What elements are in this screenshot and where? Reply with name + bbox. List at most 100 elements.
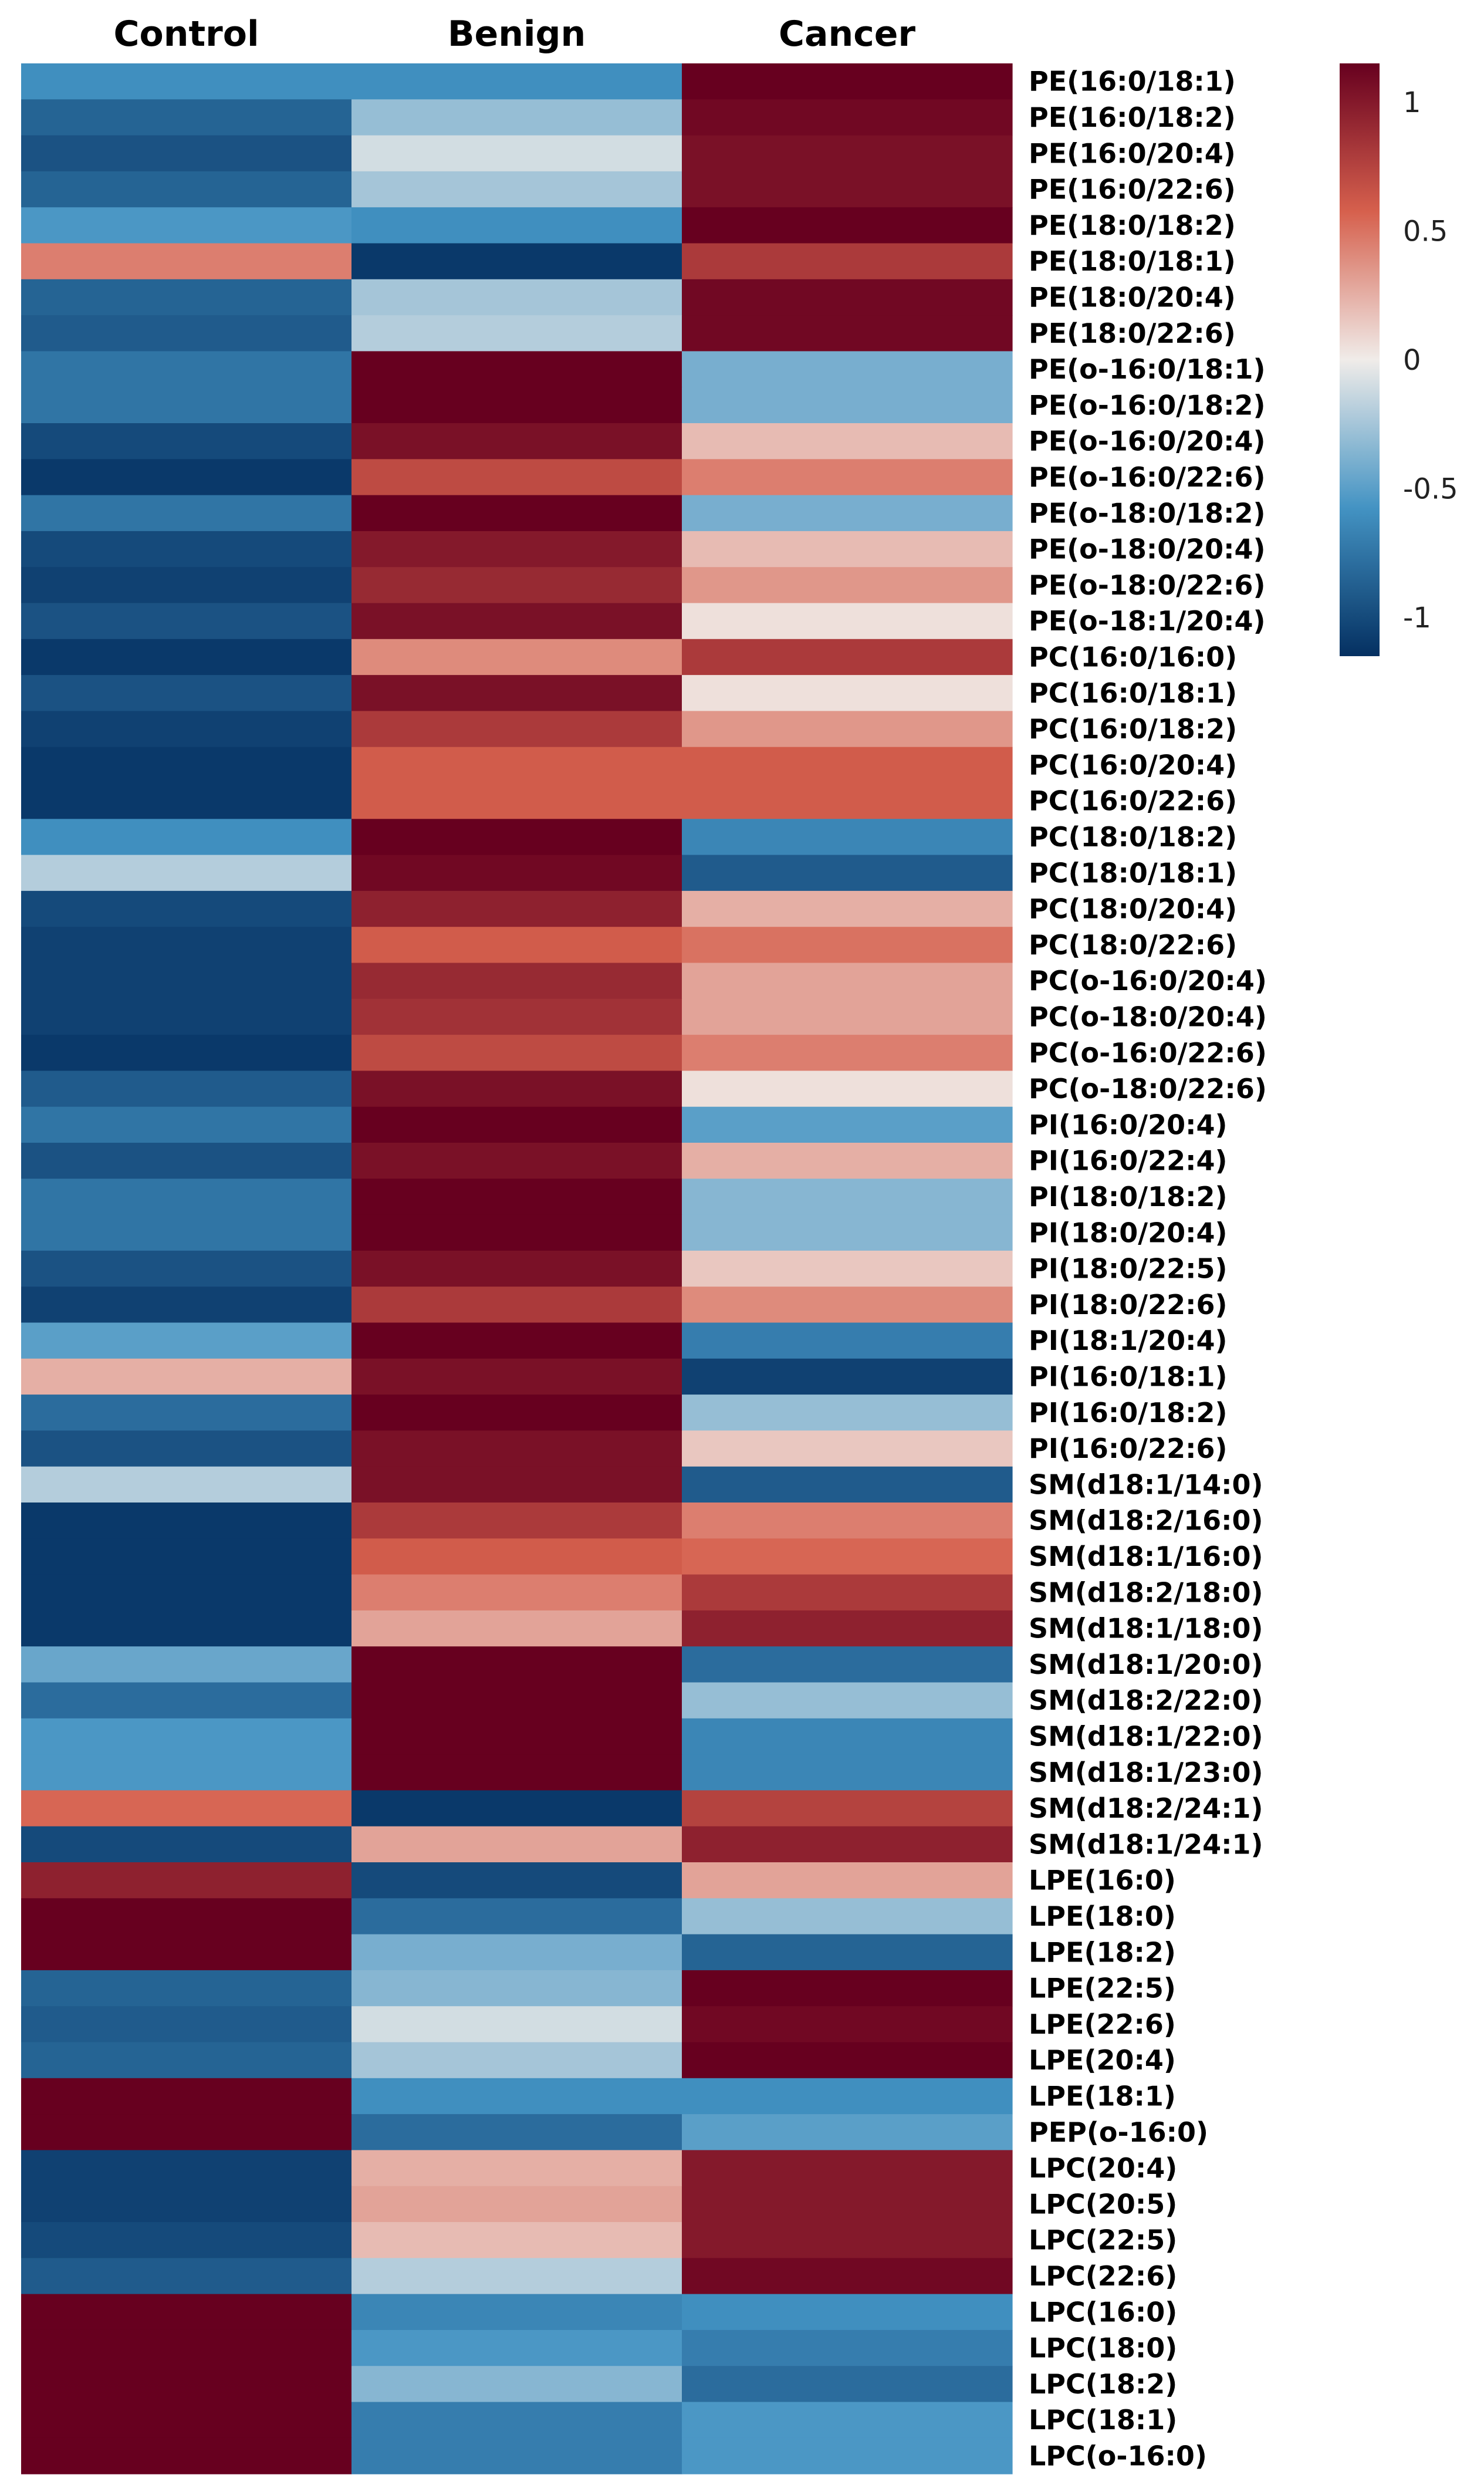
heatmap-cell (351, 2294, 682, 2331)
row-label: PC(o-18:0/20:4) (1029, 1001, 1267, 1032)
row-label: SM(d18:2/24:1) (1029, 1792, 1263, 1824)
heatmap-cell (351, 2186, 682, 2223)
heatmap-cell (351, 1862, 682, 1899)
heatmap-cell (21, 1934, 352, 1971)
heatmap-cell (682, 998, 1013, 1035)
row-label: PE(o-16:0/18:2) (1029, 389, 1266, 421)
color-scale-tick-label: 1 (1403, 86, 1421, 119)
heatmap-cell (351, 1610, 682, 1647)
row-label: PI(16:0/18:1) (1029, 1360, 1228, 1392)
row-label: PI(18:0/18:2) (1029, 1181, 1228, 1213)
heatmap-cell (351, 2222, 682, 2258)
heatmap-cell (21, 99, 352, 136)
color-scale-bar (1340, 63, 1380, 656)
row-label: PC(16:0/18:1) (1029, 677, 1237, 709)
heatmap-cell (682, 1106, 1013, 1143)
row-label: SM(d18:2/22:0) (1029, 1684, 1263, 1716)
heatmap-cell (21, 135, 352, 172)
row-label: LPE(22:5) (1029, 1973, 1176, 2004)
heatmap-cell (21, 2186, 352, 2223)
heatmap-cell (21, 2222, 352, 2258)
heatmap-cell (682, 2186, 1013, 2223)
heatmap-cell (351, 1466, 682, 1503)
row-label: PEP(o-16:0) (1029, 2116, 1208, 2148)
row-label: SM(d18:1/18:0) (1029, 1613, 1263, 1645)
row-label: LPC(20:5) (1029, 2188, 1177, 2220)
heatmap-cell (21, 1610, 352, 1647)
heatmap-cell (351, 1682, 682, 1719)
heatmap-cell (351, 315, 682, 352)
heatmap-cell (351, 1358, 682, 1395)
heatmap-cell (682, 459, 1013, 496)
heatmap-cell (21, 747, 352, 784)
heatmap-cell (682, 639, 1013, 676)
row-label: PC(16:0/16:0) (1029, 641, 1237, 673)
heatmap-cell (351, 1574, 682, 1611)
heatmap-cell (351, 1143, 682, 1179)
heatmap-cell (21, 1718, 352, 1755)
heatmap-cell (351, 1503, 682, 1539)
heatmap-cell (682, 1790, 1013, 1827)
heatmap-cell (21, 351, 352, 388)
heatmap-cell (682, 567, 1013, 604)
heatmap-cell (21, 963, 352, 1000)
heatmap-cell (682, 1682, 1013, 1719)
row-label: PE(16:0/22:6) (1029, 174, 1236, 205)
color-scale-legend: 1 0.5 0 -0.5 -1 (1340, 63, 1458, 656)
heatmap-cell (682, 1322, 1013, 1359)
heatmap-cell (21, 1035, 352, 1071)
row-label: SM(d18:2/18:0) (1029, 1576, 1263, 1608)
row-label: LPC(20:4) (1029, 2152, 1177, 2184)
heatmap-cell (21, 459, 352, 496)
heatmap-cell (21, 531, 352, 568)
heatmap-cell (21, 387, 352, 424)
heatmap-cell (21, 1106, 352, 1143)
heatmap-cell (21, 927, 352, 964)
heatmap-cell (351, 531, 682, 568)
heatmap-cell (351, 1430, 682, 1467)
heatmap-cell (682, 1862, 1013, 1899)
heatmap-cell (21, 1503, 352, 1539)
row-label: SM(d18:1/16:0) (1029, 1541, 1263, 1572)
heatmap-cell (351, 2437, 682, 2474)
heatmap-cell (351, 998, 682, 1035)
heatmap-cell (682, 243, 1013, 280)
heatmap-cell (21, 1898, 352, 1935)
heatmap-cell (21, 279, 352, 316)
heatmap-cell (21, 1826, 352, 1863)
heatmap-cell (682, 819, 1013, 856)
heatmap-cell (351, 1106, 682, 1143)
heatmap-cell (682, 1718, 1013, 1755)
color-scale-tick-label: 0.5 (1403, 215, 1448, 248)
heatmap-cell (351, 567, 682, 604)
heatmap-cell (682, 783, 1013, 819)
row-label: PE(18:0/20:4) (1029, 281, 1236, 313)
heatmap-cell (682, 495, 1013, 532)
heatmap-cell (21, 1250, 352, 1287)
heatmap-cell (21, 1287, 352, 1323)
row-label: PE(o-18:0/22:6) (1029, 569, 1266, 601)
heatmap-cell (682, 351, 1013, 388)
heatmap-cell (351, 927, 682, 964)
heatmap-cell (21, 207, 352, 244)
color-scale-tick-label: 0 (1403, 344, 1421, 377)
heatmap-cell (21, 1790, 352, 1827)
row-label: PC(o-16:0/20:4) (1029, 965, 1267, 997)
heatmap-cell (351, 2402, 682, 2439)
heatmap-cell (21, 2366, 352, 2403)
row-label: PI(16:0/22:4) (1029, 1145, 1228, 1177)
heatmap-cell (682, 1898, 1013, 1935)
heatmap-cell (682, 1395, 1013, 1431)
heatmap-cell (21, 855, 352, 892)
row-label: LPC(22:5) (1029, 2224, 1177, 2256)
row-label: PI(16:0/22:6) (1029, 1433, 1228, 1464)
heatmap-cell (682, 2078, 1013, 2115)
row-label: PE(o-16:0/22:6) (1029, 461, 1266, 493)
heatmap-cell (21, 1862, 352, 1899)
column-labels: Control Benign Cancer (113, 13, 915, 55)
row-label: SM(d18:1/20:0) (1029, 1649, 1263, 1680)
heatmap-cell (682, 1538, 1013, 1575)
heatmap-cell (21, 2437, 352, 2474)
color-scale-ticks: 1 0.5 0 -0.5 -1 (1403, 86, 1458, 634)
heatmap-cell (682, 2366, 1013, 2403)
